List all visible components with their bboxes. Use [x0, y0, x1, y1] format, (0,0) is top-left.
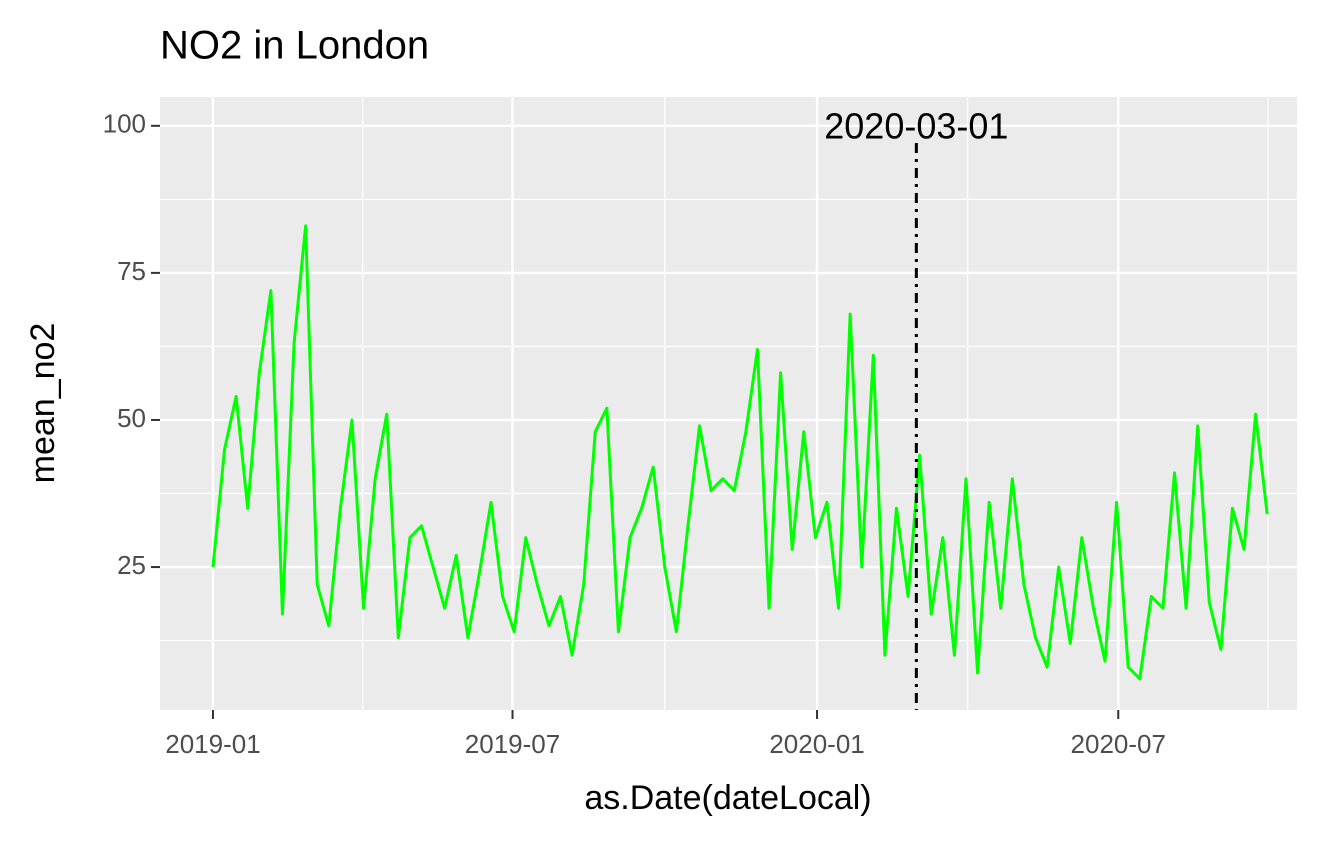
y-tick-label: 100 — [103, 109, 146, 139]
line — [211, 224, 1269, 681]
y-tick-label: 50 — [117, 403, 146, 433]
reference-label: 2020-03-01 — [824, 106, 1008, 147]
x-tick-label: 2020-01 — [769, 729, 864, 759]
x-axis-title: as.Date(dateLocal) — [584, 779, 871, 817]
y-axis-title: mean_no2 — [24, 323, 62, 484]
x-tick-label: 2020-07 — [1071, 729, 1166, 759]
y-tick-label: 25 — [117, 550, 146, 580]
x-tick-label: 2019-01 — [165, 729, 260, 759]
y-tick-label: 75 — [117, 256, 146, 286]
chart-title: NO2 in London — [160, 24, 429, 68]
x-tick-label: 2019-07 — [465, 729, 560, 759]
